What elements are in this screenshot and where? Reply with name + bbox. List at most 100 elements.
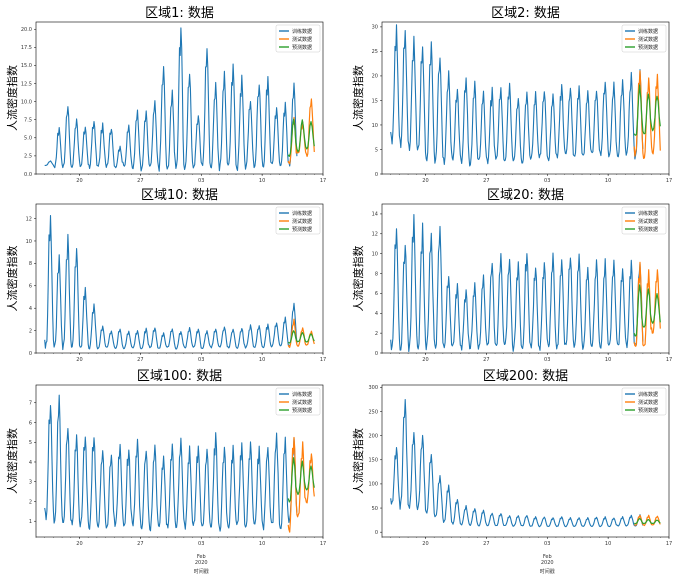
subplot-title: 区域20: 数据 <box>487 188 564 203</box>
legend-entry: 测试数据 <box>292 218 312 225</box>
x-tick-label: 20 <box>76 541 82 547</box>
x-tick-label: 20 <box>76 357 82 363</box>
y-tick-label: 3 <box>29 480 32 486</box>
x-tick-label: 10 <box>605 178 611 184</box>
y-tick-label: 8 <box>29 261 32 267</box>
y-tick-label: 5 <box>375 147 378 153</box>
x-tick-label: 17 <box>666 357 672 363</box>
y-axis-label: 人流密度指数 <box>351 65 365 131</box>
series-line-3 <box>287 118 315 157</box>
legend-box <box>621 387 667 416</box>
legend-box <box>621 24 667 53</box>
x-tick-label: 27 <box>483 541 489 547</box>
legend-entry: 训练数据 <box>292 28 312 35</box>
x-tick-label: 20 <box>422 541 428 547</box>
x-axis-label: 时间戳 <box>194 568 209 575</box>
y-tick-label: 1 <box>29 519 32 525</box>
legend-entry: 训练数据 <box>638 28 658 35</box>
y-tick-label: 0.0 <box>24 172 32 178</box>
legend-entry: 测试数据 <box>638 218 658 225</box>
x-tick-label: 27 <box>483 178 489 184</box>
y-tick-label: 8 <box>375 271 378 277</box>
x-tick-label: 17 <box>320 178 326 184</box>
x-tick-label: 20 <box>422 357 428 363</box>
y-tick-label: 15.0 <box>21 63 32 69</box>
legend-entry: 测试数据 <box>638 36 658 43</box>
x-tick-label: 27 <box>137 541 143 547</box>
y-tick-label: 7 <box>29 401 32 407</box>
y-tick-label: 250 <box>368 409 378 415</box>
x-tick-label: 17 <box>320 357 326 363</box>
y-tick-label: 20.0 <box>21 27 32 33</box>
series-line-3 <box>287 330 315 344</box>
y-tick-label: 100 <box>368 482 378 488</box>
legend-box <box>275 24 321 53</box>
x-tick-label: 10 <box>605 357 611 363</box>
x-tick-label: 27 <box>137 178 143 184</box>
legend-box <box>275 387 321 416</box>
plot-frame <box>381 203 670 354</box>
x-tick-label: 03 <box>544 541 550 547</box>
legend-entry: 测试数据 <box>292 399 312 406</box>
y-tick-label: 4 <box>29 306 32 312</box>
y-tick-label: 10.0 <box>21 99 32 105</box>
plot-frame <box>35 21 324 175</box>
x-tick-label: 20 <box>76 178 82 184</box>
y-axis-label: 人流密度指数 <box>351 428 365 494</box>
legend-entry: 训练数据 <box>638 391 658 398</box>
y-tick-label: 2 <box>29 499 32 505</box>
y-tick-label: 6 <box>29 284 32 290</box>
y-tick-label: 0 <box>375 351 378 357</box>
legend-entry: 测试数据 <box>292 36 312 43</box>
legend-entry: 训练数据 <box>292 210 312 217</box>
y-tick-label: 30 <box>372 25 378 31</box>
y-tick-label: 20 <box>372 74 378 80</box>
y-tick-label: 0 <box>29 351 32 357</box>
y-tick-label: 25 <box>372 49 378 55</box>
legend-entry: 预测数据 <box>638 407 658 414</box>
series-line-2 <box>287 318 315 348</box>
legend-box <box>275 206 321 235</box>
y-tick-label: 14 <box>372 212 378 218</box>
legend-entry: 训练数据 <box>292 391 312 398</box>
series-line-1 <box>390 24 644 167</box>
y-tick-label: 6 <box>29 420 32 426</box>
y-axis-label: 人流密度指数 <box>5 65 19 131</box>
y-tick-label: 300 <box>368 385 378 391</box>
legend-entry: 预测数据 <box>638 44 658 51</box>
y-axis-label: 人流密度指数 <box>5 428 19 494</box>
x-tick-label: 03 <box>544 178 550 184</box>
plot-frame <box>35 384 324 538</box>
x-tick-label: 03 <box>198 357 204 363</box>
subplot-title: 区域10: 数据 <box>141 188 218 203</box>
x-tick-label: 10 <box>259 541 265 547</box>
x-month-label: Feb <box>197 554 206 560</box>
y-tick-label: 5 <box>29 440 32 446</box>
series-line-3 <box>633 84 661 136</box>
y-tick-label: 5.0 <box>24 136 32 142</box>
plot-frame <box>35 203 324 354</box>
series-line-2 <box>634 514 661 527</box>
x-tick-label: 20 <box>422 178 428 184</box>
y-tick-label: 2.5 <box>24 154 32 160</box>
series-line-3 <box>287 457 315 503</box>
legend-entry: 预测数据 <box>292 407 312 414</box>
y-tick-label: 0 <box>375 530 378 536</box>
y-tick-label: 10 <box>372 123 378 129</box>
x-tick-label: 10 <box>605 541 611 547</box>
y-tick-label: 7.5 <box>24 118 32 124</box>
y-tick-label: 12.5 <box>21 81 32 87</box>
subplot-title: 区域2: 数据 <box>491 6 560 21</box>
x-tick-label: 03 <box>198 541 204 547</box>
series-line-1 <box>44 27 298 172</box>
y-tick-label: 4 <box>375 311 378 317</box>
series-line-3 <box>633 284 661 337</box>
x-tick-label: 10 <box>259 178 265 184</box>
series-line-1 <box>390 214 644 353</box>
